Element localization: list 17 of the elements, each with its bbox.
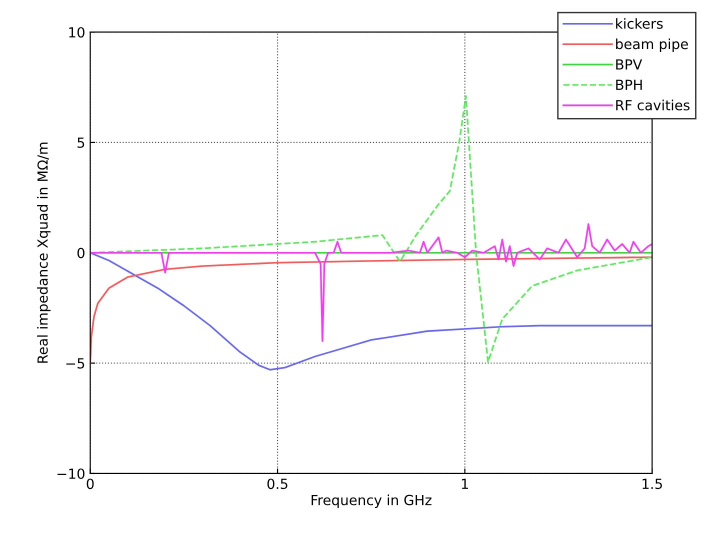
line-series xyxy=(90,223,652,342)
x-tick-label: 0 xyxy=(86,478,94,490)
x-axis-title: Frequency in GHz xyxy=(312,494,432,508)
x-tick-label: 1.5 xyxy=(642,478,662,490)
y-axis-title: Real impedance Xquad in MΩ/m xyxy=(37,142,51,363)
legend-label: BPH xyxy=(616,80,642,90)
y-tick-label: 10 xyxy=(69,27,84,38)
x-tick-label: 1 xyxy=(462,478,468,489)
legend-label: kickers xyxy=(616,18,663,29)
y-tick-label: −10 xyxy=(58,468,84,479)
y-tick-label: −5 xyxy=(66,358,84,369)
y-tick-label: 5 xyxy=(78,138,84,148)
legend-label: RF cavities xyxy=(616,100,690,110)
legend-label: beam pipe xyxy=(616,38,688,52)
y-tick-label: 0 xyxy=(77,248,84,258)
x-tick-label: 0.5 xyxy=(267,478,288,490)
legend-label: BPV xyxy=(616,59,642,70)
